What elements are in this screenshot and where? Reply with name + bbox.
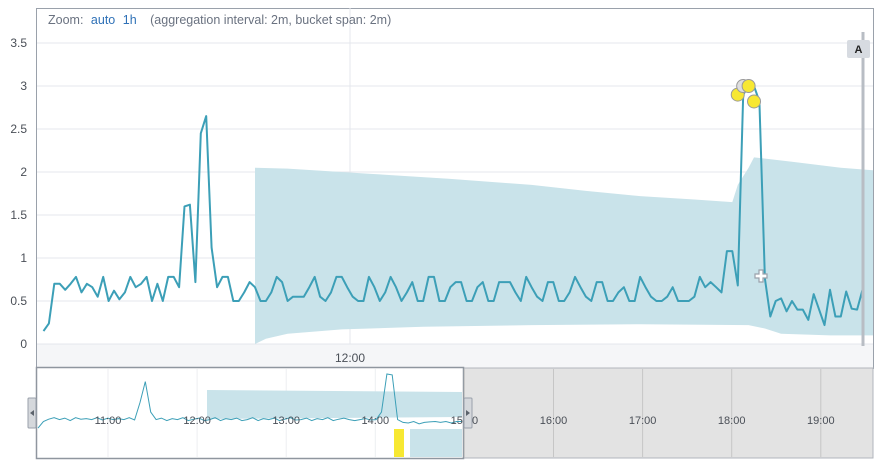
context-x-tick-label: 18:00 <box>718 415 746 427</box>
annotation-marker[interactable]: A <box>847 40 870 58</box>
context-values-line <box>37 373 462 429</box>
zoom-option-auto[interactable]: auto <box>90 13 116 27</box>
aggregation-info: (aggregation interval: 2m, bucket span: … <box>150 13 392 27</box>
context-x-tick-label: 13:00 <box>272 415 300 427</box>
annotation-marker-box[interactable] <box>847 40 870 58</box>
context-x-tick-label: 11:00 <box>95 415 122 427</box>
y-tick-label: 2 <box>20 165 27 179</box>
chevron-right-icon <box>466 410 470 416</box>
y-tick-label: 3 <box>20 79 27 93</box>
context-x-axis-ticks: 11:0012:0013:0014:0015:0016:0017:0018:00… <box>95 415 835 427</box>
y-tick-label: 3.5 <box>10 36 27 50</box>
x-axis-strip <box>37 344 873 368</box>
actual-values-line <box>42 85 864 332</box>
x-tick-label: 12:00 <box>335 351 365 365</box>
anomaly-marker[interactable] <box>747 94 762 109</box>
y-tick-label: 0.5 <box>10 294 27 308</box>
anomaly-markers[interactable] <box>730 79 762 109</box>
y-tick-label: 1 <box>20 251 27 265</box>
context-band-highlight <box>410 429 462 457</box>
model-bounds-band <box>255 157 873 344</box>
y-tick-label: 2.5 <box>10 122 27 136</box>
chevron-left-icon <box>30 410 34 416</box>
x-axis-ticks: 12:00 <box>335 351 365 365</box>
zoom-label: Zoom: <box>48 13 84 27</box>
context-x-tick-label: 17:00 <box>629 415 657 427</box>
brush-handle-left[interactable] <box>27 397 37 429</box>
y-axis-ticks: 0 0.5 1 1.5 2 2.5 3 3.5 <box>10 36 27 351</box>
context-x-tick-label: 16:00 <box>540 415 568 427</box>
context-x-tick-label: 12:00 <box>183 415 211 427</box>
anomaly-marker[interactable] <box>741 79 756 93</box>
zoom-bar: Zoom: auto 1h (aggregation interval: 2m,… <box>48 13 391 27</box>
zoom-option-1h[interactable]: 1h <box>122 13 137 27</box>
context-model-band <box>207 390 462 419</box>
brush-handle-right[interactable] <box>463 397 473 429</box>
annotation-marker-label: A <box>855 44 863 56</box>
context-x-tick-label: 14:00 <box>362 415 390 427</box>
y-tick-label: 1.5 <box>10 208 27 222</box>
context-anomaly-swimlane <box>394 429 404 457</box>
cursor-crosshair-icon <box>754 269 768 283</box>
context-x-tick-label: 19:00 <box>807 415 835 427</box>
context-unselected-area[interactable] <box>462 367 874 459</box>
y-tick-label: 0 <box>20 337 27 351</box>
